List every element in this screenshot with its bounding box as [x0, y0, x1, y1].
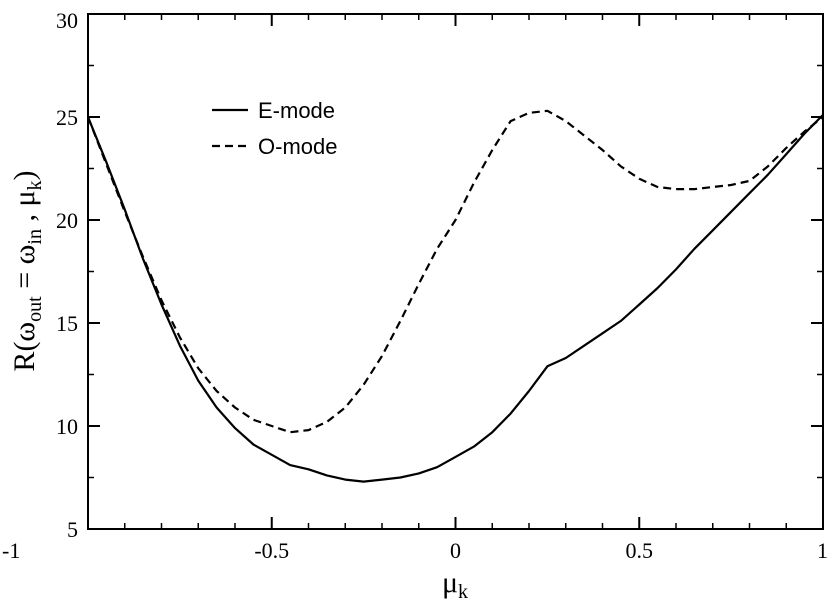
- y-tick-label: 25: [56, 105, 78, 130]
- y-axis-label-part: ): [8, 170, 41, 180]
- y-axis-label-sub: out: [24, 296, 46, 322]
- plot-frame: [87, 13, 824, 530]
- x-tick-label: -1: [2, 538, 20, 563]
- y-axis-label-sub: k: [24, 180, 46, 190]
- y-tick-label: 30: [56, 8, 78, 33]
- x-tick-label: 0: [450, 538, 461, 563]
- series-line-o-mode: [86, 109, 824, 434]
- x-tick-label: 1: [817, 538, 828, 563]
- legend: E-mode O-mode: [212, 98, 337, 159]
- series-line-e-mode: [86, 114, 824, 483]
- y-tick-label: 10: [56, 414, 78, 439]
- legend-label-o-mode: O-mode: [258, 134, 337, 159]
- x-tick-label: -0.5: [254, 538, 289, 563]
- major-ticks: [87, 13, 824, 530]
- y-axis-label-part: , μ: [8, 190, 41, 229]
- series-layer: [86, 109, 824, 483]
- x-axis-label-sub: k: [458, 581, 468, 600]
- y-axis-label-part: = ω: [8, 245, 41, 297]
- legend-label-e-mode: E-mode: [258, 98, 335, 123]
- y-tick-label: 5: [67, 517, 78, 542]
- y-axis-label: R(ωout = ωin , μk): [8, 170, 46, 371]
- x-axis-label: μk: [442, 566, 468, 600]
- minor-ticks: [87, 13, 824, 530]
- y-tick-label: 15: [56, 311, 78, 336]
- x-axis-label-base: μ: [442, 566, 458, 599]
- y-tick-label: 20: [56, 208, 78, 233]
- y-axis-label-sub: in: [24, 229, 46, 245]
- x-tick-label: 0.5: [626, 538, 654, 563]
- y-axis-label-part: R(ω: [8, 322, 41, 372]
